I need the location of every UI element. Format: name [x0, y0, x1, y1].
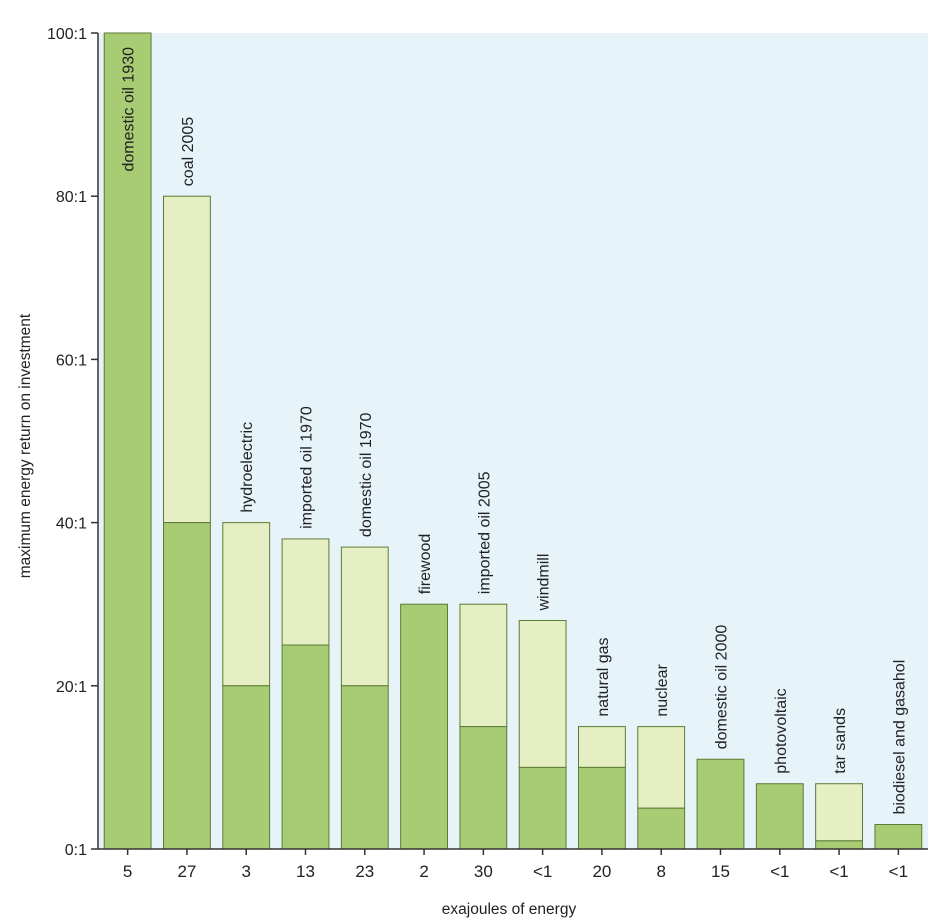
bar-label: coal 2005	[180, 117, 197, 186]
bars: domestic oil 1930 coal 2005 hydroelectric i…	[103, 32, 923, 850]
bar-label: domestic oil 1970	[358, 412, 375, 537]
bar-lower-segment	[578, 766, 626, 850]
x-category-label: <1	[770, 862, 789, 881]
bar-label: tar sands	[832, 708, 849, 774]
bar-label: biodiesel and gasahol	[891, 660, 908, 815]
bar-group: firewood	[400, 534, 448, 850]
x-category-label: 2	[419, 862, 428, 881]
x-category-label: 20	[592, 862, 611, 881]
bar-group: domestic oil 2000	[696, 625, 745, 850]
bar-group: imported oil 2005	[459, 471, 508, 850]
bar-upper-segment	[518, 620, 567, 768]
bar-lower-segment	[874, 824, 923, 850]
bar-upper-segment	[281, 538, 330, 646]
bar-group: imported oil 1970	[281, 406, 330, 850]
bar-upper-segment	[637, 726, 686, 809]
bar-group: domestic oil 1930	[103, 32, 152, 850]
x-category-label: <1	[829, 862, 848, 881]
bar-lower-segment	[163, 522, 211, 850]
bar-group: photovoltaic	[755, 688, 804, 850]
bar-lower-segment	[281, 644, 330, 850]
bar-lower-segment	[518, 766, 567, 850]
bar-label: natural gas	[595, 637, 612, 716]
x-category-label: <1	[533, 862, 552, 881]
bar-upper-segment	[815, 783, 863, 842]
x-category-label: 8	[656, 862, 665, 881]
x-axis: 5 27 3 13 23 2 30 <1 20 8 15 <1 <1 <1	[98, 848, 928, 881]
bar-group: biodiesel and gasahol	[874, 660, 923, 850]
bar-label: imported oil 2005	[476, 471, 493, 594]
bar-upper-segment	[578, 726, 626, 768]
bar-upper-segment	[163, 195, 211, 524]
bar-group: coal 2005	[163, 117, 211, 850]
bar-lower-segment	[459, 726, 508, 850]
bar-label: firewood	[417, 534, 434, 594]
bar-label: nuclear	[654, 663, 671, 716]
bar-group: domestic oil 1970	[340, 412, 389, 850]
bar-lower-segment	[696, 758, 745, 850]
bar-label: domestic oil 1930	[121, 47, 138, 172]
y-tick-label: 60:1	[56, 352, 87, 369]
bar-group: tar sands	[815, 708, 863, 850]
bar-group: nuclear	[637, 663, 686, 850]
bar-lower-segment	[340, 685, 389, 850]
y-tick-label: 40:1	[56, 516, 87, 533]
bar-group: windmill	[518, 554, 567, 850]
bar-lower-segment	[637, 807, 686, 850]
x-axis-title: exajoules of energy	[442, 901, 577, 918]
bar-label: photovoltaic	[773, 688, 790, 773]
bar-lower-segment	[103, 32, 152, 850]
x-category-label: 13	[296, 862, 315, 881]
bar-lower-segment	[755, 783, 804, 850]
y-axis-title: maximum energy return on investment	[17, 313, 34, 578]
bar-upper-segment	[459, 603, 508, 728]
y-tick-label: 20:1	[56, 679, 87, 696]
bar-label: windmill	[536, 554, 553, 612]
y-axis: 0:1 20:1 40:1 60:1 80:1 100:1	[47, 26, 99, 859]
bar-lower-segment	[400, 603, 448, 850]
bar-group: hydroelectric	[222, 422, 271, 850]
x-category-label: 15	[711, 862, 730, 881]
x-category-label: <1	[889, 862, 908, 881]
y-tick-label: 100:1	[47, 26, 87, 43]
x-category-label: 27	[177, 862, 196, 881]
y-tick-label: 0:1	[65, 842, 87, 859]
bar-label: domestic oil 2000	[714, 625, 731, 750]
bar-lower-segment	[222, 685, 271, 850]
bar-upper-segment	[340, 546, 389, 687]
x-category-label: 23	[355, 862, 374, 881]
bar-upper-segment	[222, 522, 271, 687]
bar-label: imported oil 1970	[299, 406, 316, 529]
bar-group: natural gas	[578, 637, 626, 850]
x-category-label: 3	[241, 862, 250, 881]
bar-label: hydroelectric	[239, 422, 256, 513]
x-category-label: 5	[123, 862, 132, 881]
x-category-label: 30	[474, 862, 493, 881]
y-tick-label: 80:1	[56, 189, 87, 206]
bar-lower-segment	[815, 840, 863, 850]
